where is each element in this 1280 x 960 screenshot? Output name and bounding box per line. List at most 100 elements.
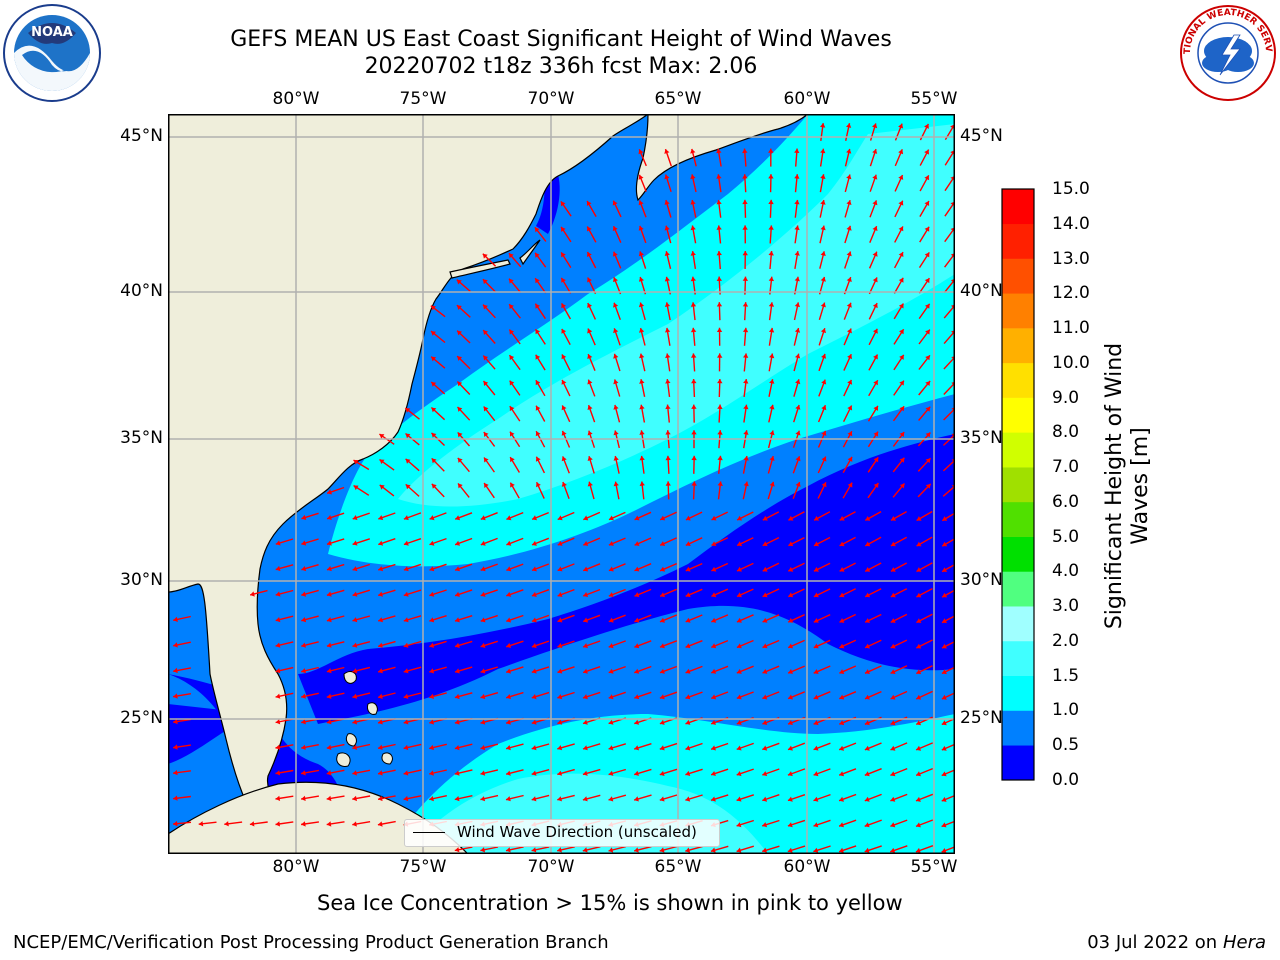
wave-direction-arrowhead [915, 847, 921, 853]
wave-direction-arrowhead [665, 455, 671, 461]
colorbar-tick-label: 0.0 [1052, 770, 1080, 790]
wave-direction-arrowhead [431, 432, 437, 438]
wave-direction-arrowhead [872, 149, 878, 154]
wave-direction-arrowhead [508, 253, 514, 259]
wave-direction-arrowhead [506, 591, 512, 597]
wave-direction-arrowhead [455, 668, 460, 674]
wave-direction-arrowhead [872, 200, 878, 206]
wave-direction-arrowhead [865, 541, 871, 547]
wave-direction-arrowhead [685, 745, 691, 751]
wave-direction-arrowhead [301, 795, 306, 801]
wave-direction-arrowhead [813, 745, 819, 751]
wave-direction-arrowhead [711, 668, 717, 674]
wave-direction-arrowhead [839, 567, 845, 572]
wave-direction-arrowhead [664, 225, 670, 231]
wave-direction-arrowhead [561, 482, 567, 487]
wave-direction-arrowhead [531, 643, 537, 649]
wave-direction-arrowhead [660, 617, 665, 623]
wave-direction-arrowhead [608, 668, 614, 674]
colorbar-tick-label: 2.0 [1052, 630, 1080, 651]
wave-direction-arrowhead [634, 694, 640, 700]
wave-direction-arrowhead [736, 643, 742, 649]
wave-direction-arrowhead [795, 456, 801, 462]
wave-direction-arrowhead [736, 796, 742, 802]
lat-label-right-40n: 40°N [960, 281, 1003, 301]
wave-direction-arrowhead [788, 643, 794, 649]
wave-direction-arrowhead [820, 174, 826, 179]
wave-direction-arrowhead [890, 541, 896, 547]
wave-direction-arrowhead [925, 355, 930, 361]
wave-direction-arrowhead [736, 771, 742, 777]
wave-direction-arrowhead [587, 226, 592, 232]
wave-direction-arrowhead [899, 354, 904, 360]
wave-direction-arrowhead [480, 693, 486, 700]
land-north-america [168, 114, 649, 812]
wave-direction-arrowhead [431, 458, 437, 464]
wave-direction-arrowhead [659, 770, 665, 776]
wave-direction-arrowhead [509, 278, 514, 284]
wave-direction-arrowhead [587, 354, 593, 359]
wave-direction-arrowhead [813, 796, 819, 802]
wave-direction-arrowhead [717, 404, 723, 409]
wave-direction-arrowhead [916, 771, 921, 777]
wave-direction-arrowhead [353, 485, 359, 491]
wave-direction-arrowhead [813, 618, 819, 623]
wave-direction-arrowhead [429, 617, 435, 623]
wave-direction-arrowhead [762, 617, 768, 623]
wave-direction-arrowhead [456, 305, 462, 310]
wave-direction-arrowhead [173, 616, 178, 622]
wave-direction-arrowhead [352, 642, 358, 648]
wave-direction-arrowhead [535, 252, 540, 258]
colorbar-tick-label: 11.0 [1052, 318, 1090, 339]
wave-direction-arrowhead [872, 303, 878, 309]
wave-direction-arrowhead [301, 821, 306, 827]
lat-label-left-35n: 35°N [120, 428, 163, 448]
wave-direction-arrowhead [327, 515, 332, 520]
wave-direction-arrowhead [864, 822, 870, 828]
wave-direction-arrowhead [660, 566, 666, 572]
legend-label: Wind Wave Direction (unscaled) [457, 823, 697, 841]
wave-direction-arrowhead [613, 302, 619, 308]
wave-direction-arrowhead [941, 796, 947, 802]
wave-direction-arrowhead [813, 694, 819, 700]
wave-direction-arrowhead [794, 199, 800, 205]
wave-direction-arrowhead [352, 744, 358, 750]
wave-direction-arrowhead [685, 617, 691, 623]
wave-direction-arrowhead [839, 669, 845, 674]
wave-direction-arrowhead [820, 123, 826, 128]
wave-direction-arrowhead [561, 303, 566, 309]
wave-direction-arrowhead [716, 225, 722, 230]
wave-direction-arrowhead [941, 771, 947, 777]
lon-label-top-60w: 60°W [783, 89, 831, 109]
wave-direction-arrowhead [480, 770, 486, 776]
wave-direction-arrowhead [890, 694, 896, 700]
wave-direction-arrowhead [865, 643, 870, 649]
wave-direction-arrowhead [457, 330, 462, 336]
wave-direction-arrowhead [941, 848, 947, 853]
wave-direction-arrowhead [480, 566, 486, 572]
land-bahamas [336, 671, 393, 767]
wave-direction-arrowhead [608, 541, 614, 546]
wave-direction-arrowhead [716, 327, 723, 332]
wave-direction-arrowhead [431, 382, 437, 387]
wave-direction-arrowhead [813, 643, 819, 649]
wave-direction-arrowhead [587, 430, 593, 436]
wave-direction-arrowhead [690, 276, 696, 282]
wave-direction-arrowhead [301, 514, 307, 520]
wave-direction-arrowhead [813, 771, 819, 777]
wave-direction-arrowhead [429, 566, 435, 572]
wave-direction-arrowhead [301, 719, 306, 725]
wave-direction-arrowhead [736, 847, 742, 853]
wave-direction-arrowhead [839, 694, 845, 700]
wave-direction-arrowhead [821, 482, 827, 488]
wave-direction-arrowhead [691, 404, 697, 409]
colorbar-segment [1002, 328, 1034, 364]
wave-direction-arrowhead [762, 515, 768, 521]
wave-direction-arrowhead [768, 276, 774, 282]
wave-direction-arrowhead [768, 148, 774, 153]
wave-direction-arrowhead [173, 642, 178, 648]
wave-direction-arrowhead [717, 481, 723, 486]
wave-direction-arrowhead [326, 744, 332, 750]
wave-direction-arrowhead [613, 456, 619, 461]
wave-direction-arrowhead [664, 174, 670, 180]
